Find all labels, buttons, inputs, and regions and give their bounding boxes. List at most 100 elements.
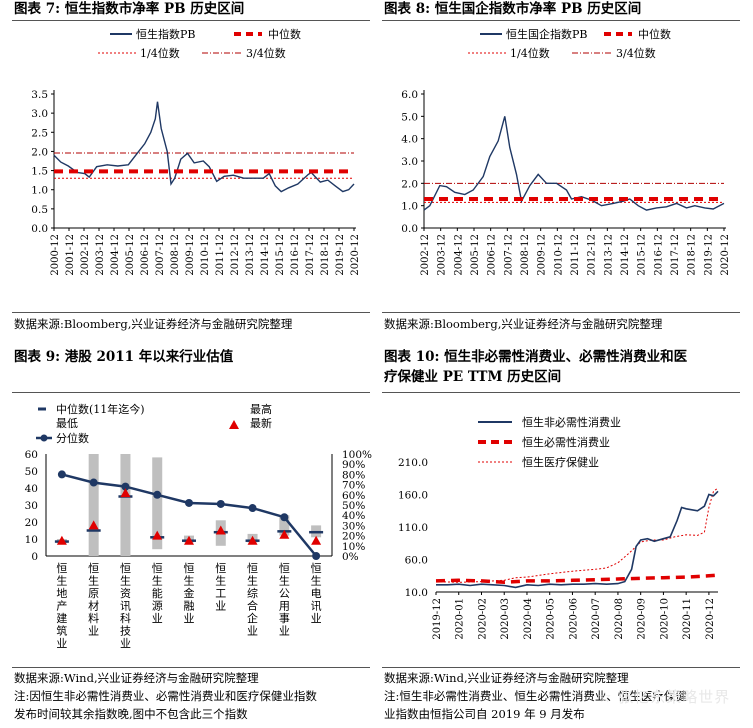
latest-marker bbox=[279, 529, 290, 539]
x-tick-label: 2020-11 bbox=[682, 598, 693, 640]
x-tick-label: 2020-07 bbox=[591, 598, 602, 640]
y-tick-label: 210.0 bbox=[398, 457, 428, 469]
category-label-char: 筑 bbox=[56, 624, 67, 638]
category-label-char: 地 bbox=[56, 587, 67, 600]
category-label-char: 源 bbox=[152, 599, 163, 613]
watermark: ☆ 张忆东策略世界 bbox=[598, 688, 731, 706]
chart7-source: 数据来源:Bloomberg,兴业证券经济与金融研究院整理 bbox=[14, 317, 293, 331]
x-tick-label: 2015-12 bbox=[275, 234, 286, 276]
y-tick-label: 2.0 bbox=[401, 178, 418, 190]
chart10-source: 数据来源:Wind,兴业证券经济与金融研究院整理 bbox=[384, 671, 629, 685]
y-tick-label: 3.0 bbox=[401, 156, 418, 168]
chart9-source: 数据来源:Wind,兴业证券经济与金融研究院整理 bbox=[14, 671, 259, 685]
x-tick-label: 2009-12 bbox=[537, 234, 548, 276]
category-label-char: 综 bbox=[247, 586, 258, 600]
x-tick-label: 2009-12 bbox=[185, 234, 196, 276]
category-label-char: 资 bbox=[120, 587, 131, 600]
legend-pb-label: 恒生国企指数PB bbox=[506, 27, 588, 41]
latest-marker bbox=[184, 535, 194, 545]
legend-staples-label: 恒生必需性消费业 bbox=[522, 435, 610, 449]
percentile-point bbox=[312, 552, 321, 560]
category-label-char: 恒 bbox=[56, 562, 67, 575]
x-tick-label: 2004-12 bbox=[110, 234, 121, 276]
range-bar bbox=[120, 454, 131, 556]
category-label-char: 业 bbox=[247, 625, 258, 638]
category-label-char: 生 bbox=[56, 574, 67, 588]
chart10-title-line1: 图表 10: 恒生非必需性消费业、必需性消费业和医 bbox=[384, 349, 688, 365]
range-bar bbox=[152, 457, 163, 550]
category-label-char: 业 bbox=[56, 637, 67, 650]
x-tick-label: 2020-03 bbox=[500, 598, 511, 640]
category-label-char: 合 bbox=[247, 599, 258, 613]
chart10-note-line1: 注:恒生非必需性消费业、恒生必需性消费业、恒生医疗保健 bbox=[384, 689, 687, 703]
y-tick-label: 3.0 bbox=[31, 108, 48, 120]
legend-disc-label: 恒生非必需性消费业 bbox=[522, 415, 621, 429]
category-label-char: 恒 bbox=[88, 562, 99, 575]
x-tick-label: 2020-04 bbox=[523, 598, 534, 640]
chart10-note-line2: 业指数由恒指公司自 2019 年 9 月发布 bbox=[384, 707, 585, 721]
category-label-char: 料 bbox=[88, 611, 99, 625]
x-tick-label: 2012-12 bbox=[230, 234, 241, 276]
y-right-tick-label: 30% bbox=[342, 520, 365, 532]
x-tick-label: 2020-06 bbox=[568, 598, 579, 640]
y-right-tick-label: 0% bbox=[342, 551, 359, 563]
chart7-title: 图表 7: 恒生指数市净率 PB 历史区间 bbox=[14, 1, 245, 17]
pb-series-line bbox=[53, 101, 355, 193]
x-tick-label: 2020-01 bbox=[455, 598, 466, 640]
y-right-tick-label: 50% bbox=[342, 500, 365, 512]
latest-marker bbox=[311, 535, 322, 545]
chart8-svg: 恒生国企指数PB 中位数 1/4位数 3/4位数 0.0 1.0 2.0 3.0 4.0 5.0 6… bbox=[401, 27, 731, 276]
latest-marker bbox=[56, 535, 67, 545]
category-label-char: 生 bbox=[152, 574, 163, 588]
x-tick-label: 2015-12 bbox=[637, 234, 648, 276]
y-right-tick-label: 60% bbox=[342, 490, 365, 502]
x-tick-label: 2001-12 bbox=[65, 234, 76, 276]
legend-median-label: 中位数(11年迄今) bbox=[56, 402, 145, 416]
category-label-char: 恒 bbox=[311, 562, 322, 575]
category-label-char: 生 bbox=[247, 574, 258, 588]
legend-latest-swatch bbox=[229, 420, 239, 429]
x-tick-label: 2020-09 bbox=[637, 598, 648, 640]
category-label-char: 业 bbox=[311, 612, 322, 625]
y-right-tick-label: 90% bbox=[342, 459, 365, 471]
legend-percentile-dot bbox=[40, 434, 48, 442]
x-tick-label: 2019-12 bbox=[335, 234, 346, 276]
category-label-char: 用 bbox=[279, 600, 290, 613]
x-tick-label: 2019-12 bbox=[432, 598, 443, 640]
y-tick-label: 3.5 bbox=[31, 89, 48, 101]
x-tick-label: 2010-12 bbox=[553, 234, 564, 276]
x-tick-label: 2020-12 bbox=[350, 234, 361, 276]
x-tick-label: 2002-12 bbox=[420, 234, 431, 276]
x-tick-label: 2017-12 bbox=[670, 234, 681, 276]
y-tick-label: 110.0 bbox=[398, 522, 428, 534]
latest-marker bbox=[88, 520, 99, 530]
range-bar bbox=[279, 515, 290, 536]
chart8-source-rule bbox=[382, 312, 740, 313]
x-tick-label: 2003-12 bbox=[95, 234, 106, 276]
category-label-char: 业 bbox=[184, 612, 195, 625]
y-left-tick-label: 40 bbox=[25, 483, 38, 495]
percentile-point bbox=[248, 504, 257, 513]
category-label-char: 产 bbox=[56, 599, 67, 613]
pb-series-line bbox=[423, 116, 725, 211]
x-tick-label: 2016-12 bbox=[290, 234, 301, 276]
category-label-char: 事 bbox=[279, 612, 290, 625]
chart7-title-rule bbox=[12, 20, 370, 21]
percentile-point bbox=[153, 490, 162, 499]
category-label-char: 业 bbox=[279, 625, 290, 638]
y-left-tick-label: 20 bbox=[25, 517, 38, 529]
legend-latest-label: 最新 bbox=[250, 416, 272, 430]
percentile-point bbox=[89, 478, 98, 487]
y-right-tick-label: 20% bbox=[342, 531, 365, 543]
y-tick-label: 4.0 bbox=[401, 134, 418, 146]
x-tick-label: 2016-12 bbox=[653, 234, 664, 276]
x-tick-label: 2012-12 bbox=[587, 234, 598, 276]
chart10-title-rule bbox=[382, 392, 740, 393]
chart9-title-rule bbox=[12, 392, 370, 393]
category-label-char: 生 bbox=[279, 574, 290, 588]
x-tick-label: 2005-12 bbox=[470, 234, 481, 276]
percentile-point bbox=[216, 499, 225, 508]
category-label-char: 生 bbox=[215, 574, 226, 588]
category-label-char: 讯 bbox=[120, 600, 131, 613]
